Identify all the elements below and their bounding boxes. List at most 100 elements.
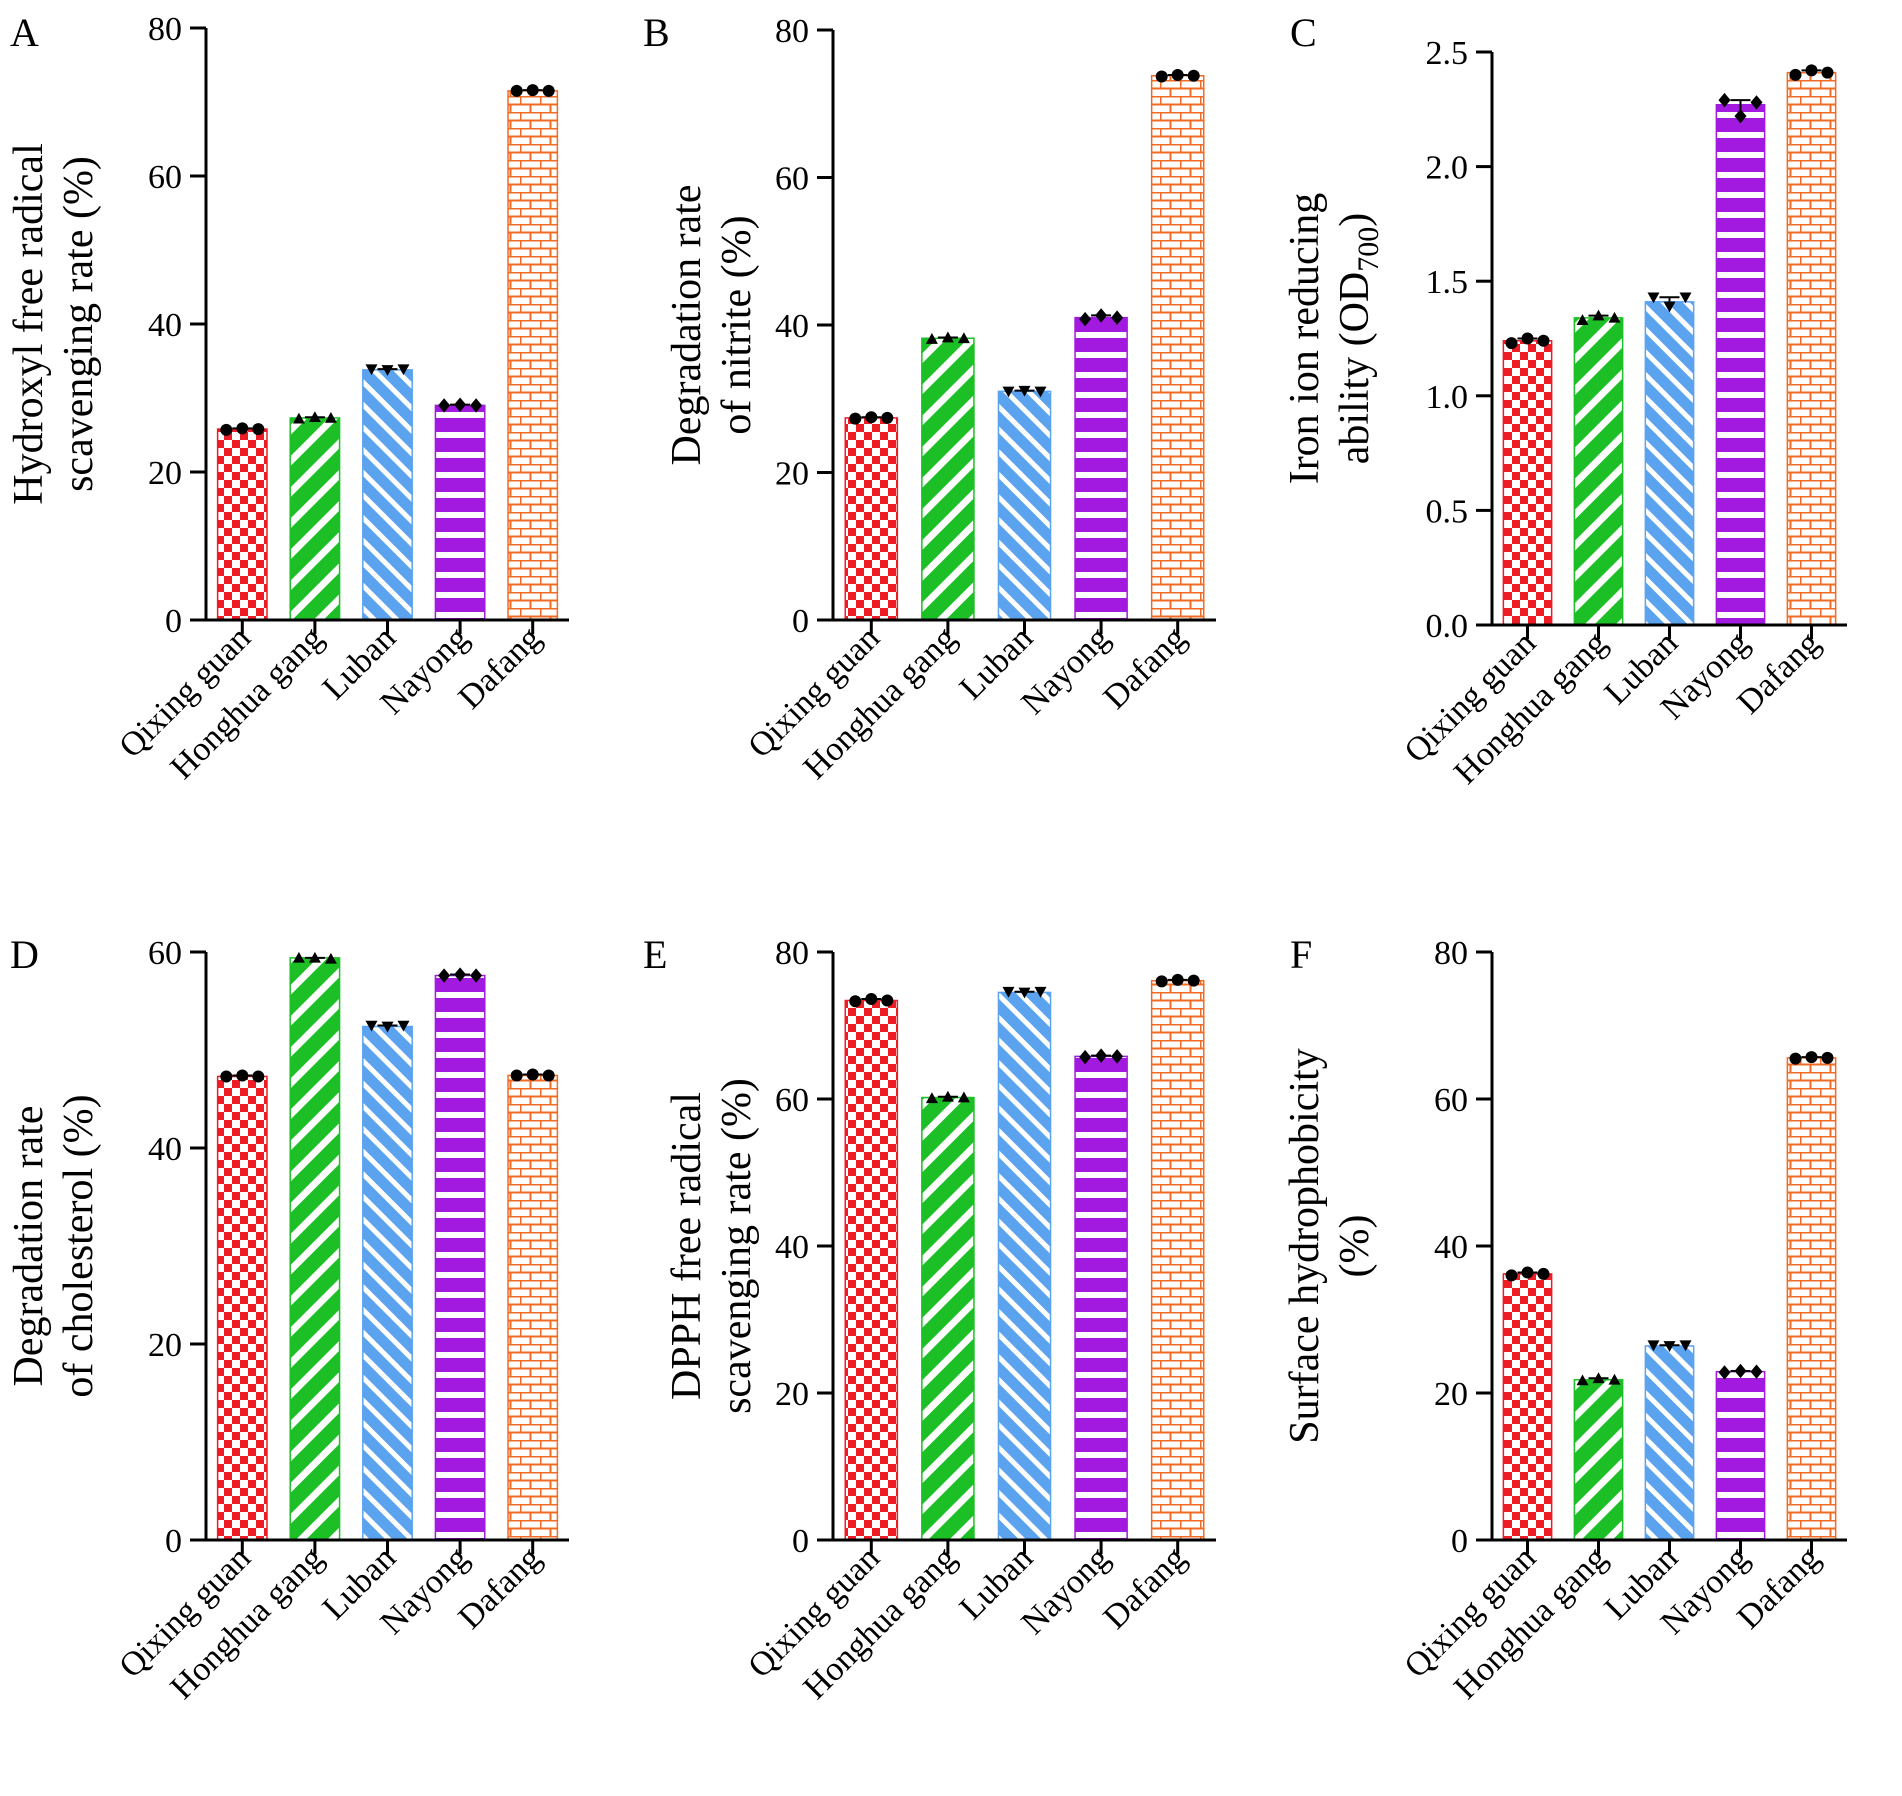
data-point (252, 1070, 265, 1083)
bar-f-nayong (1715, 1370, 1766, 1541)
bar-d-luban (362, 1025, 413, 1541)
bar-b-luban (997, 390, 1052, 621)
data-point (292, 412, 305, 424)
data-point (454, 967, 467, 982)
y-tick-label: 40 (1434, 1229, 1468, 1266)
data-point (865, 993, 878, 1006)
panel-letter: F (1290, 932, 1312, 977)
data-point (454, 397, 467, 412)
y-tick-label: 0.5 (1426, 493, 1469, 530)
data-point (1521, 1266, 1534, 1279)
data-point (1592, 309, 1605, 321)
data-point (470, 398, 483, 413)
data-point (1002, 986, 1015, 998)
data-point (1505, 1269, 1518, 1282)
y-tick-label: 60 (775, 161, 809, 198)
y-tick-label: 0 (1451, 1523, 1468, 1560)
data-point (925, 333, 938, 344)
x-tick-label: Dafang (1096, 619, 1193, 716)
data-point (1187, 974, 1200, 987)
y-tick-label: 0 (792, 1523, 809, 1560)
x-tick-label: Dafang (1730, 1539, 1827, 1636)
data-point (365, 364, 378, 376)
data-point (849, 995, 862, 1008)
y-tick-label: 60 (1434, 1082, 1468, 1119)
panel-letter: C (1290, 10, 1317, 55)
data-point (1608, 311, 1621, 323)
bar-b-honghua (921, 337, 975, 621)
data-point (220, 1070, 233, 1083)
data-point (308, 951, 321, 963)
data-point (1505, 337, 1518, 350)
y-tick-label: 60 (148, 935, 182, 972)
y-axis-label: Surface hydrophobicity(%) (1282, 1048, 1378, 1443)
data-point (1111, 310, 1124, 325)
data-point (881, 411, 894, 424)
bar-b-qixing (844, 417, 899, 621)
data-point (510, 84, 523, 97)
data-point (1592, 1372, 1605, 1384)
bar-c-luban (1644, 301, 1695, 626)
bar-a-qixing (216, 428, 268, 621)
bar-b-nayong (1074, 316, 1128, 621)
data-point (1018, 385, 1031, 397)
y-tick-label: 20 (775, 456, 809, 493)
y-tick-label: 60 (148, 159, 182, 196)
data-point (324, 952, 337, 964)
y-tick-label: 1.5 (1426, 264, 1469, 301)
data-point (957, 332, 970, 344)
data-point (1171, 973, 1184, 986)
data-point (1805, 1051, 1818, 1064)
panel-letter: D (10, 932, 39, 977)
y-axis-label: DPPH free radicalscavenging rate (%) (664, 1078, 760, 1414)
y-tick-label: 80 (148, 11, 182, 48)
data-point (324, 411, 337, 423)
y-tick-label: 2.0 (1426, 150, 1469, 187)
data-point (1521, 332, 1534, 345)
data-point (526, 84, 539, 97)
data-point (1018, 987, 1031, 999)
bar-b-dafang (1150, 74, 1205, 621)
data-point (292, 951, 305, 963)
data-point (1111, 1049, 1124, 1064)
y-tick-label: 80 (1434, 935, 1468, 972)
y-tick-label: 20 (148, 1327, 182, 1364)
data-point (1095, 1048, 1108, 1063)
bar-c-honghua (1573, 317, 1624, 626)
data-point (1718, 1365, 1731, 1380)
panel-letter: B (643, 10, 670, 55)
y-tick-label: 0.0 (1426, 608, 1469, 645)
y-tick-label: 0 (792, 603, 809, 640)
data-point (1034, 386, 1047, 398)
bar-f-qixing (1502, 1273, 1553, 1541)
data-point (849, 412, 862, 425)
data-point (397, 364, 410, 376)
y-tick-label: 60 (775, 1082, 809, 1119)
data-point (1002, 386, 1015, 398)
data-point (438, 398, 451, 413)
bar-c-dafang (1786, 71, 1837, 626)
data-point (1155, 975, 1168, 988)
y-tick-label: 0 (165, 603, 182, 640)
data-point (1734, 108, 1747, 124)
data-point (941, 331, 954, 343)
panel-letter: E (643, 932, 667, 977)
data-point (1750, 1364, 1763, 1379)
y-tick-label: 20 (1434, 1376, 1468, 1413)
y-tick-label: 40 (775, 308, 809, 345)
data-point (236, 422, 249, 435)
data-point (1663, 301, 1676, 313)
data-point (1079, 311, 1092, 327)
bar-d-honghua (289, 957, 341, 1541)
data-point (957, 1091, 970, 1103)
data-point (881, 994, 894, 1007)
x-tick-label: Dafang (1730, 624, 1827, 721)
data-point (220, 423, 233, 436)
data-point (1805, 64, 1818, 77)
data-point (865, 411, 878, 424)
panel-letter: A (10, 10, 39, 55)
data-point (1537, 334, 1550, 347)
y-tick-label: 20 (148, 455, 182, 492)
